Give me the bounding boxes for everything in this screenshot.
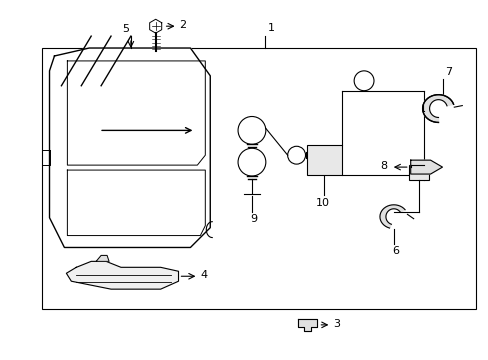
Polygon shape [49, 48, 210, 247]
Bar [41, 48, 475, 309]
Polygon shape [297, 319, 317, 331]
Text: 9: 9 [250, 214, 257, 224]
Polygon shape [67, 61, 205, 165]
Text: 6: 6 [391, 247, 399, 256]
Bar [408, 165, 427, 180]
Polygon shape [379, 205, 404, 228]
Polygon shape [422, 95, 453, 122]
Text: 4: 4 [200, 270, 207, 280]
Text: 8: 8 [379, 161, 386, 171]
Text: 3: 3 [333, 319, 340, 329]
Text: 10: 10 [315, 198, 329, 208]
Polygon shape [410, 160, 442, 174]
Polygon shape [149, 19, 162, 33]
Text: 1: 1 [267, 23, 274, 33]
Polygon shape [96, 255, 109, 261]
Bar [306, 145, 342, 175]
Text: 7: 7 [445, 67, 451, 77]
Text: 5: 5 [122, 24, 129, 34]
Text: 2: 2 [179, 20, 186, 30]
Polygon shape [66, 261, 178, 289]
Polygon shape [67, 170, 205, 235]
